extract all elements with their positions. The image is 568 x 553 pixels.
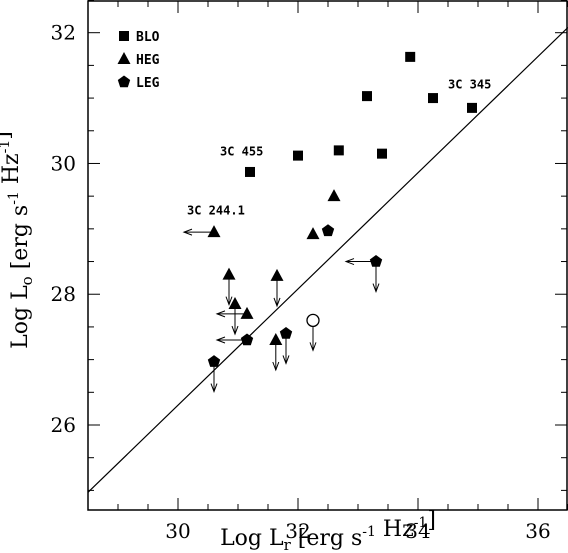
data-point xyxy=(279,326,293,339)
data-point xyxy=(362,91,372,102)
upper-limit-arrow-left xyxy=(182,228,214,236)
data-point xyxy=(207,225,221,238)
x-tick-label: 34 xyxy=(405,519,430,543)
arrow-head xyxy=(344,258,355,266)
legend-marker xyxy=(117,52,131,64)
data-point xyxy=(327,189,341,202)
legend-marker xyxy=(119,31,129,41)
legend: BLO HEG LEG xyxy=(117,30,160,91)
data-point xyxy=(207,355,221,367)
data-point xyxy=(405,51,416,62)
legend-label: LEG xyxy=(136,76,160,91)
legend-label: HEG xyxy=(136,53,160,68)
x-tick-label: 30 xyxy=(165,519,190,543)
point-annotation: 3C 455 xyxy=(220,145,263,159)
x-tick-label: 32 xyxy=(285,519,310,543)
data-point xyxy=(270,268,284,281)
data-point xyxy=(228,297,242,310)
y-tick-label: 28 xyxy=(51,282,76,306)
x-axis-title: Log Lr [erg s-1 Hz-1] xyxy=(220,508,436,553)
series-leg xyxy=(207,224,383,394)
x-tick-label: 36 xyxy=(525,519,550,543)
arrow-head xyxy=(372,283,380,293)
arrow-head xyxy=(215,336,226,344)
data-point xyxy=(306,227,320,240)
plot-frame xyxy=(87,0,568,511)
data-point xyxy=(222,267,236,280)
arrow-head xyxy=(210,383,218,394)
upper-limit-arrow-left xyxy=(215,310,247,318)
series-open-circle xyxy=(306,313,320,352)
data-point xyxy=(240,333,254,346)
data-point xyxy=(240,306,254,319)
fit-line xyxy=(87,27,568,493)
y-tick-label: 30 xyxy=(51,151,76,175)
data-point xyxy=(293,150,303,161)
arrow-head xyxy=(231,325,239,336)
arrow-head xyxy=(309,342,317,352)
series-blo xyxy=(245,51,477,177)
data-point xyxy=(428,93,438,104)
data-point xyxy=(369,255,383,267)
arrow-head xyxy=(273,297,281,308)
series-heg xyxy=(182,189,341,372)
legend-label: BLO xyxy=(136,30,160,45)
data-point xyxy=(333,145,344,156)
point-annotation: 3C 345 xyxy=(448,77,491,91)
legend-marker xyxy=(117,75,131,88)
arrow-head xyxy=(282,355,290,365)
y-tick-label: 26 xyxy=(51,413,76,437)
data-point xyxy=(377,148,387,159)
point-annotation: 3C 244.1 xyxy=(187,203,245,217)
data-point xyxy=(321,224,335,237)
arrow-head xyxy=(225,296,233,307)
arrow-head xyxy=(272,361,280,372)
arrow-head xyxy=(182,228,193,236)
y-tick-label: 32 xyxy=(51,21,76,45)
data-point xyxy=(467,102,477,113)
data-point xyxy=(269,333,283,345)
arrow-head xyxy=(215,310,226,318)
y-axis-title: Log Lo [erg s-1 Hz-1] xyxy=(0,131,36,349)
data-point xyxy=(245,166,255,177)
data-point xyxy=(306,313,320,328)
